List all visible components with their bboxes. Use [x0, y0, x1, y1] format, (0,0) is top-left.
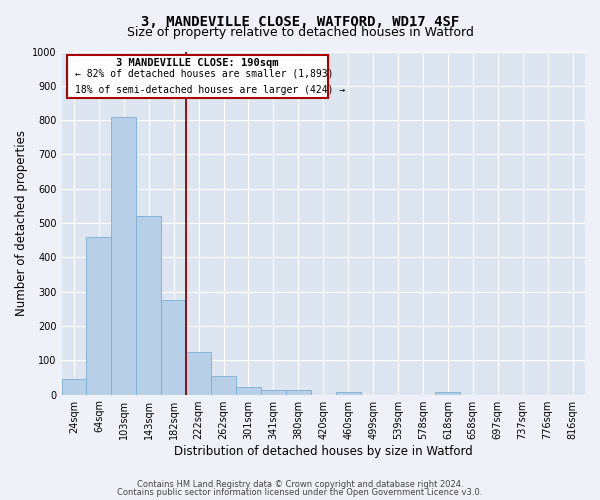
Bar — [211, 376, 236, 394]
Text: Contains public sector information licensed under the Open Government Licence v3: Contains public sector information licen… — [118, 488, 482, 497]
Y-axis label: Number of detached properties: Number of detached properties — [15, 130, 28, 316]
Text: 18% of semi-detached houses are larger (424) →: 18% of semi-detached houses are larger (… — [74, 85, 345, 95]
Text: Size of property relative to detached houses in Watford: Size of property relative to detached ho… — [127, 26, 473, 39]
Bar — [286, 390, 311, 394]
Bar — [336, 392, 361, 394]
Bar — [112, 116, 136, 394]
Text: 3, MANDEVILLE CLOSE, WATFORD, WD17 4SF: 3, MANDEVILLE CLOSE, WATFORD, WD17 4SF — [141, 15, 459, 29]
Bar — [62, 379, 86, 394]
Text: 3 MANDEVILLE CLOSE: 190sqm: 3 MANDEVILLE CLOSE: 190sqm — [116, 58, 279, 68]
Bar — [136, 216, 161, 394]
Bar — [186, 352, 211, 395]
X-axis label: Distribution of detached houses by size in Watford: Distribution of detached houses by size … — [174, 444, 473, 458]
FancyBboxPatch shape — [67, 55, 328, 98]
Text: ← 82% of detached houses are smaller (1,893): ← 82% of detached houses are smaller (1,… — [74, 69, 333, 79]
Bar — [236, 387, 261, 394]
Bar — [161, 300, 186, 394]
Bar — [261, 390, 286, 394]
Bar — [86, 237, 112, 394]
Text: Contains HM Land Registry data © Crown copyright and database right 2024.: Contains HM Land Registry data © Crown c… — [137, 480, 463, 489]
Bar — [436, 392, 460, 394]
